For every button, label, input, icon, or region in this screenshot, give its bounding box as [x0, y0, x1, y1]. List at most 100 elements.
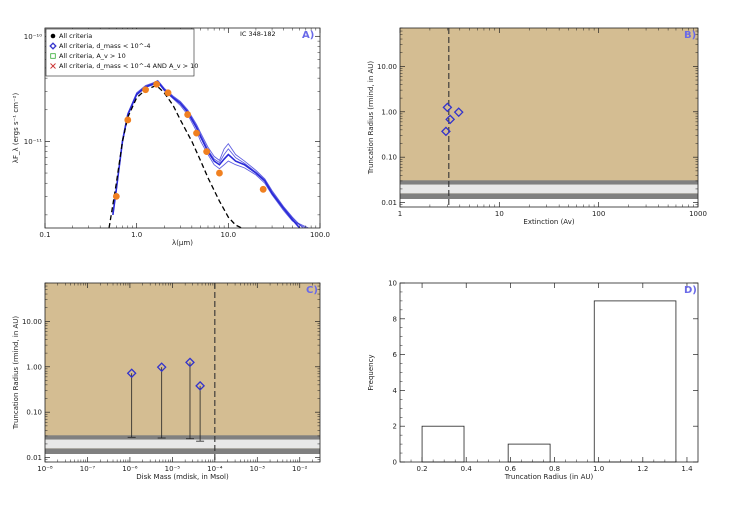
- panel-c-band: [45, 439, 320, 449]
- panel-d-histogram: 0.2 0.4 0.6 0.8 1.0 1.2 1.4 0 2 4 6 8 10 D) Truncati…: [367, 280, 699, 481]
- photometry-point: [153, 80, 161, 88]
- panel-c-ytick-label: 10.00: [22, 318, 42, 326]
- panel-d-xtick-label: 1.2: [637, 465, 648, 473]
- panel-c-ytick-label: 0.10: [26, 409, 42, 417]
- panel-a-ylabel: λF_λ (ergs s⁻¹ cm⁻²): [12, 93, 20, 164]
- panel-b-point: [441, 126, 451, 137]
- panel-d-ytick-label: 10: [388, 280, 397, 288]
- panel-b-background: [400, 28, 698, 207]
- photosphere-line: [108, 84, 243, 228]
- panel-b-ytick-label: 1.00: [381, 108, 397, 116]
- panel-b-xtick-label: 1000: [689, 210, 707, 218]
- panel-a-xlabel: λ(μm): [172, 239, 193, 247]
- panel-b-extinction: 1 10 100 1000 0.01 0.10 1.00 10.00 B) Extinctio…: [367, 27, 707, 226]
- panel-c-ylabel: Truncation Radius (rmind, in AU): [12, 316, 20, 431]
- panel-c-frame: [44, 282, 321, 463]
- panel-c-xtick-label: 10⁻⁸: [37, 465, 53, 473]
- photometry-point: [142, 86, 149, 94]
- panel-c-point: [156, 362, 167, 373]
- panel-c-ytick-label: 1.00: [26, 363, 42, 371]
- panel-d-ytick-label: 8: [393, 315, 397, 323]
- panel-b-point: [453, 107, 464, 118]
- panel-c-xlabel: Disk Mass (mdisk, in Msol): [136, 473, 229, 481]
- panel-a-ytick-label: 10⁻¹⁰: [24, 33, 42, 41]
- photometry-point: [203, 148, 211, 155]
- panel-d-ylabel: Frequency: [367, 354, 375, 390]
- panel-d-letter: D): [684, 285, 697, 296]
- panel-c-xtick-label: 10⁻⁷: [80, 465, 96, 473]
- legend-label: All criteria, d_mass < 10^-4 AND A_v > 1…: [59, 62, 198, 70]
- panel-c-background: [45, 283, 320, 462]
- panel-c-point: [185, 357, 195, 368]
- panel-b-ytick-label: 0.01: [381, 199, 397, 207]
- panel-b-frame: [399, 27, 699, 208]
- sed-model-line: [112, 80, 301, 228]
- panel-d-ytick-label: 4: [393, 387, 398, 395]
- legend-marker-diamond: [49, 42, 57, 50]
- panel-b-ytick-label: 0.10: [381, 154, 397, 162]
- panel-c-xtick-label: 10⁻⁶: [122, 465, 138, 473]
- photometry-point: [112, 192, 120, 200]
- legend-label: All criteria: [59, 32, 92, 40]
- sed-model-line: [112, 80, 309, 228]
- panel-d-ytick-label: 0: [393, 459, 397, 467]
- panel-d-xtick-label: 1.4: [681, 465, 693, 473]
- panel-c-ticks: 10⁻⁸ 10⁻⁷ 10⁻⁶ 10⁻⁵ 10⁻⁴ 10⁻³ 10⁻² 0.01 0.10 1.00…: [22, 282, 321, 473]
- panel-b-point: [442, 102, 453, 113]
- panel-b-xlabel: Extinction (Av): [523, 218, 574, 226]
- sed-model-line: [112, 79, 304, 228]
- panel-d-plot-area: [421, 300, 677, 463]
- photometry-point: [193, 129, 200, 137]
- panel-b-plot-area: [400, 28, 698, 207]
- photometry-point: [184, 111, 192, 118]
- panel-c-point: [126, 368, 137, 379]
- panel-a-letter: A): [302, 30, 314, 41]
- panel-b-band-floor: [400, 199, 698, 207]
- panel-b-xtick-label: 10: [495, 210, 504, 218]
- photometry-point: [124, 116, 132, 124]
- panel-b-band: [400, 184, 698, 194]
- legend-label: All criteria, d_mass < 10^-4: [59, 42, 151, 50]
- histogram-bar: [421, 425, 465, 463]
- panel-d-xtick-label: 0.6: [505, 465, 517, 473]
- panel-d-xtick-label: 0.2: [417, 465, 428, 473]
- panel-d-xtick-label: 1.0: [593, 465, 604, 473]
- legend-box: [45, 28, 195, 77]
- panel-c-band: [45, 448, 320, 455]
- panel-b-band: [400, 180, 698, 185]
- panel-b-band: [400, 193, 698, 200]
- panel-d-xlabel: Truncation Radius (in AU): [504, 473, 594, 481]
- panel-a-xtick-label: 100.0: [310, 231, 330, 239]
- legend-marker-cross-b: [50, 63, 56, 69]
- panel-d-frame: [399, 282, 699, 463]
- panel-a-legend: All criteria All criteria, d_mass < 10^-4…: [45, 28, 198, 77]
- photometry-point: [259, 185, 267, 193]
- panel-c-letter: C): [306, 285, 318, 296]
- panel-a-ticks: 0.1 1.0 10.0 100.0 10⁻¹¹ 10⁻¹⁰: [24, 28, 330, 239]
- panel-c-ytick-label: 0.01: [26, 454, 42, 462]
- panel-b-ylabel: Truncation Radius (rmind, in AU): [367, 61, 375, 176]
- histogram-bar: [507, 443, 551, 463]
- legend-marker-circle: [50, 33, 56, 39]
- sed-model-line: [112, 81, 307, 228]
- panel-c-xtick-label: 10⁻²: [292, 465, 308, 473]
- panel-b-xtick-label: 100: [592, 210, 605, 218]
- panel-a-xtick-label: 1.0: [131, 231, 142, 239]
- panel-b-letter: B): [684, 30, 696, 41]
- panel-b-ytick-label: 10.00: [377, 63, 397, 71]
- panel-c-disk-mass: 10⁻⁸ 10⁻⁷ 10⁻⁶ 10⁻⁵ 10⁻⁴ 10⁻³ 10⁻² 0.01 0.10 1.00…: [12, 282, 321, 481]
- legend-label: All criteria, A_v > 10: [59, 52, 126, 60]
- panel-c-xtick-label: 10⁻⁵: [165, 465, 181, 473]
- legend-marker-square: [50, 53, 56, 59]
- panel-a-frame: [44, 27, 321, 229]
- panel-d-xtick-label: 0.4: [461, 465, 473, 473]
- panel-a-ytick-label: 10⁻¹¹: [24, 138, 42, 146]
- histogram-bar: [593, 300, 677, 463]
- panel-c-band-floor: [45, 454, 320, 462]
- panel-a-xtick-label: 10.0: [221, 231, 237, 239]
- photometry-point: [164, 89, 172, 97]
- panel-d-ytick-label: 6: [393, 351, 398, 359]
- panel-d-xtick-label: 0.8: [549, 465, 560, 473]
